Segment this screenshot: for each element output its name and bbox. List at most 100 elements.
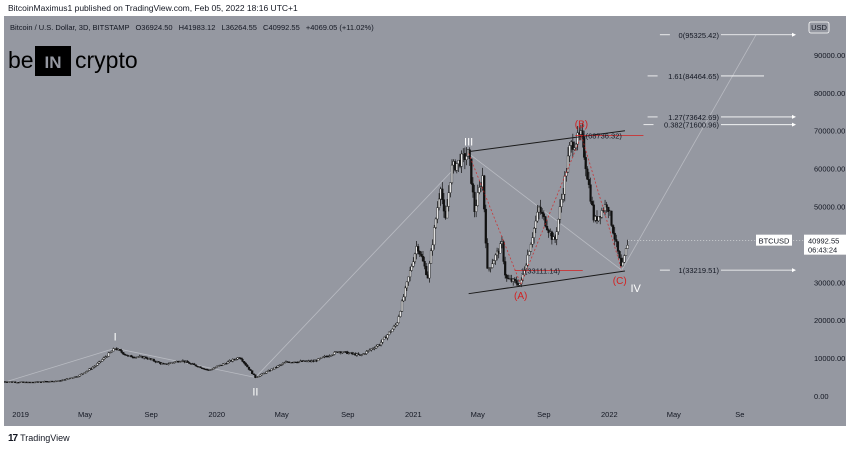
- candle-body: [222, 363, 225, 366]
- candle-body: [541, 212, 544, 214]
- candle-body: [367, 350, 370, 352]
- candle-body: [433, 227, 436, 246]
- candle-body: [555, 231, 558, 240]
- candle-body: [196, 365, 199, 368]
- price-chart[interactable]: 1(68736.32) 1(33111.14) 0(95325.42) 1.61(84…: [4, 16, 846, 426]
- fib-level-label: 0.382(71600.96): [664, 121, 720, 130]
- chart-panel[interactable]: 1(68736.32) 1(33111.14) 0(95325.42) 1.61(84…: [4, 16, 846, 426]
- candle-body: [78, 374, 81, 377]
- candle-body: [531, 237, 534, 245]
- candle-body: [563, 175, 566, 195]
- candle-body: [473, 191, 476, 212]
- candle-body: [605, 204, 608, 208]
- candle-body: [172, 362, 175, 364]
- candle-body: [213, 367, 217, 369]
- candle-body: [226, 361, 230, 364]
- last-price-countdown: 06:43:24: [808, 246, 837, 255]
- beincrypto-logo: be IN crypto: [8, 46, 138, 76]
- currency-tag[interactable]: USD: [808, 21, 830, 34]
- candle-body: [536, 211, 539, 222]
- abc-wave-line: [468, 153, 522, 285]
- candle-body: [144, 356, 147, 359]
- candle-body: [434, 218, 437, 228]
- candle-body: [239, 357, 242, 360]
- candle-body: [263, 372, 267, 375]
- candle-body: [621, 261, 624, 267]
- candle-body: [199, 366, 202, 369]
- symbol-tag-bg: [756, 234, 792, 246]
- candle-body: [296, 361, 299, 364]
- candle-body: [437, 198, 441, 208]
- candle-body: [217, 365, 220, 367]
- candle-body: [526, 254, 529, 266]
- candle-body: [431, 244, 434, 251]
- candle-body: [375, 346, 378, 349]
- y-tick-label: 80000.00: [814, 89, 845, 98]
- x-tick-label: 2021: [405, 410, 422, 419]
- y-tick-label: 50000.00: [814, 203, 845, 212]
- candle-body: [484, 208, 487, 244]
- candle-body: [429, 250, 433, 264]
- candle-body: [460, 153, 463, 167]
- fib-level-label: 1.27(73642.69): [668, 113, 719, 122]
- candle-body: [450, 164, 454, 183]
- y-tick-label: 10000.00: [814, 354, 845, 363]
- candle-body: [378, 344, 381, 346]
- candle-body: [394, 324, 397, 327]
- candle-body: [215, 366, 218, 368]
- fib-level-label: 1.61(84464.65): [668, 72, 719, 81]
- candle-body: [89, 368, 93, 370]
- candle-body: [491, 263, 494, 268]
- candle-body: [64, 379, 67, 381]
- tradingview-brand[interactable]: TradingView: [20, 433, 70, 443]
- candle-body: [202, 368, 205, 370]
- candle-body: [118, 349, 122, 351]
- candle-body: [533, 228, 536, 238]
- candle-body: [571, 141, 574, 150]
- candle-body: [589, 184, 592, 202]
- candle-body: [321, 356, 325, 358]
- x-tick-label: Sep: [341, 410, 354, 419]
- close-value: 40992.55: [268, 23, 299, 32]
- candle-body: [465, 156, 468, 160]
- footer: 17 TradingView: [8, 431, 70, 445]
- fib-level-label: 1(33219.51): [679, 266, 720, 275]
- fib-levels: 1(68736.32) 1(33111.14) 0(95325.42) 1.61(84…: [514, 31, 796, 276]
- candle-body: [528, 251, 531, 256]
- candle-body: [534, 220, 537, 229]
- candle-body: [600, 210, 603, 218]
- wave-label: II: [252, 386, 258, 398]
- faint-wave-lines: [4, 34, 757, 383]
- candle-body: [626, 245, 629, 249]
- candle-body: [529, 244, 533, 252]
- candle-body: [623, 255, 626, 263]
- candle-body: [404, 287, 407, 298]
- candle-body: [446, 206, 449, 219]
- candle-body: [475, 205, 478, 212]
- candle-body: [244, 362, 247, 366]
- candle-body: [110, 350, 114, 353]
- candle-body: [518, 283, 521, 286]
- candle-body: [101, 359, 104, 362]
- candle-body: [243, 361, 246, 364]
- candle-body: [357, 353, 360, 355]
- candle-body: [94, 365, 97, 367]
- candle-body: [317, 358, 320, 361]
- candle-body: [318, 358, 321, 360]
- candle-body: [188, 362, 191, 364]
- last-price-tag-bg: [804, 234, 846, 255]
- faint-wave-line: [4, 347, 116, 383]
- candle-body: [85, 371, 88, 373]
- channel-upper-line: [468, 130, 626, 153]
- candle-body: [252, 373, 255, 375]
- candle-body: [612, 225, 615, 234]
- x-tick-label: Sep: [144, 410, 157, 419]
- candle-body: [257, 376, 260, 378]
- channel-lower-line: [468, 270, 626, 295]
- candle-body: [562, 194, 565, 200]
- y-tick-label: 70000.00: [814, 127, 845, 136]
- x-tick-label: May: [78, 410, 92, 419]
- candle-body: [104, 356, 107, 358]
